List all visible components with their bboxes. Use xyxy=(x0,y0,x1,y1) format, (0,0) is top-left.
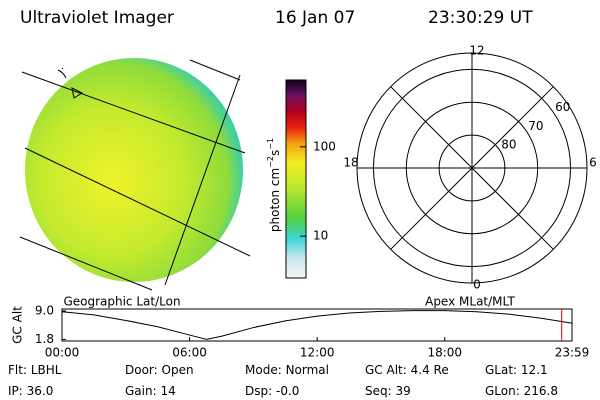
field-value: 4.4 Re xyxy=(411,363,449,377)
colorbar-frame xyxy=(285,79,307,279)
colorbar-tick-label: 100 xyxy=(313,139,336,153)
date: 16 Jan 07 xyxy=(275,8,355,28)
x-tick-label: 23:59 xyxy=(555,346,590,360)
mlt-label: 6 xyxy=(589,156,597,170)
field-value: 36.0 xyxy=(27,384,54,398)
footer-field: Seq: 39 xyxy=(365,384,411,398)
y-tick-label: 9.0 xyxy=(35,303,54,317)
field-label: Dsp: xyxy=(245,384,272,398)
mlt-label: 0 xyxy=(473,278,481,292)
footer-field: Flt: LBHL xyxy=(8,363,62,377)
lat-ring xyxy=(372,68,572,268)
footer-field: Gain: 14 xyxy=(125,384,176,398)
altitude-frame xyxy=(61,308,573,342)
field-label: GLat: xyxy=(485,363,517,377)
field-label: Seq: xyxy=(365,384,392,398)
field-value: 12.1 xyxy=(521,363,548,377)
polar-label: Apex MLat/MLT xyxy=(425,295,515,309)
field-value: 14 xyxy=(160,384,175,398)
footer-field: GLon: 216.8 xyxy=(485,384,558,398)
field-label: GC Alt: xyxy=(365,363,407,377)
field-value: Normal xyxy=(286,363,329,377)
lat-label: 70 xyxy=(528,119,543,133)
lat-label: 60 xyxy=(555,100,570,114)
field-value: 216.8 xyxy=(524,384,558,398)
lat-ring xyxy=(438,134,506,202)
footer-field: Dsp: -0.0 xyxy=(245,384,299,398)
lat-label: 80 xyxy=(501,138,516,152)
mlt-label: 12 xyxy=(469,44,484,58)
field-label: Flt: xyxy=(8,363,27,377)
time: 23:30:29 UT xyxy=(428,8,533,28)
x-tick-label: 18:00 xyxy=(427,346,462,360)
image-label: Geographic Lat/Lon xyxy=(63,295,180,309)
mlt-label: 18 xyxy=(343,156,358,170)
altitude-curve xyxy=(61,310,573,340)
footer-field: IP: 36.0 xyxy=(8,384,53,398)
field-value: LBHL xyxy=(31,363,62,377)
footer-field: GLat: 12.1 xyxy=(485,363,548,377)
field-label: IP: xyxy=(8,384,23,398)
field-label: Mode: xyxy=(245,363,282,377)
lat-ring xyxy=(405,101,539,235)
earth-image xyxy=(19,58,251,291)
footer-field: Mode: Normal xyxy=(245,363,329,377)
footer-field: GC Alt: 4.4 Re xyxy=(365,363,449,377)
field-label: Door: xyxy=(125,363,158,377)
field-value: -0.0 xyxy=(276,384,299,398)
field-label: GLon: xyxy=(485,384,520,398)
field-value: Open xyxy=(162,363,194,377)
colorbar xyxy=(286,80,306,278)
x-tick-label: 06:00 xyxy=(172,346,207,360)
y-tick-label: 1.8 xyxy=(35,332,54,346)
colorbar-tick-label: 10 xyxy=(313,229,328,243)
altitude-ylabel: GC Alt xyxy=(11,306,25,344)
polar-axis xyxy=(390,86,554,250)
footer-field: Door: Open xyxy=(125,363,194,377)
field-value: 39 xyxy=(396,384,411,398)
colorbar-label: photon cm−2s−1 xyxy=(266,138,282,232)
instrument: Ultraviolet Imager xyxy=(20,8,174,28)
field-label: Gain: xyxy=(125,384,157,398)
x-tick-label: 00:00 xyxy=(45,346,80,360)
x-tick-label: 12:00 xyxy=(300,346,335,360)
